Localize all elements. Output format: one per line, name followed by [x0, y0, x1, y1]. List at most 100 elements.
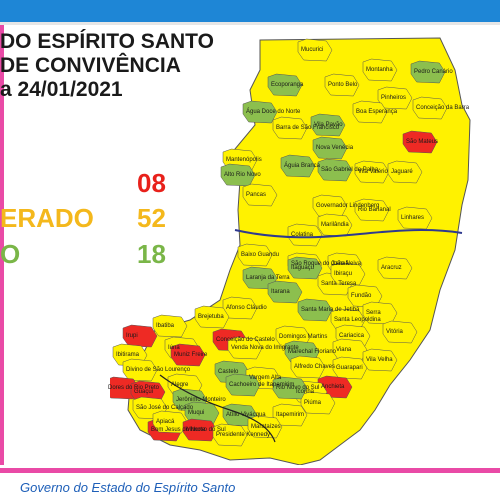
municipality-label: Mucurici [301, 47, 324, 53]
legend-count-low: 18 [137, 239, 166, 269]
municipality-label: Iúna [168, 345, 180, 351]
municipality-label: São Roque do Canaã [291, 261, 349, 267]
state-map: Mucurici Montanha Pedro Canário Ecoporanga P… [108, 30, 490, 465]
map-svg [110, 37, 471, 465]
municipality-pedro-canario [410, 60, 446, 84]
municipality-linhares [397, 206, 433, 230]
footer-credit: Governo do Estado do Espírito Santo [20, 480, 236, 495]
municipality-label: Marataízes [251, 424, 281, 430]
municipality-marilandia [317, 213, 353, 237]
municipality-aracruz [377, 256, 413, 280]
municipality-label: Pedro Canário [414, 69, 453, 75]
municipality-label: Água Doce do Norte [246, 109, 301, 115]
municipality-label: Rio Novo do Sul [276, 385, 320, 391]
map-regions [110, 38, 448, 447]
doce-river-line [234, 229, 463, 239]
municipality-muniz-freire [170, 343, 206, 367]
municipality-sao-gabriel-da-palha [317, 158, 353, 182]
municipality-label: Irupi [126, 333, 138, 339]
municipality-label: Vila Velha [366, 357, 393, 363]
municipality-label: Santa Leopoldina [334, 317, 381, 323]
municipality-label: João Neiva [331, 261, 362, 267]
municipality-label: Alegre [171, 382, 189, 388]
municipality-label: Barra de São Francisco [276, 125, 340, 131]
municipality-itarana [267, 280, 303, 304]
municipality-label: Ibitirama [116, 352, 140, 358]
municipality-label: Montanha [366, 67, 393, 73]
title-line-3: a 24/01/2021 [0, 78, 123, 101]
municipality-aguia-branca [280, 154, 316, 178]
municipality-label: Cariacica [339, 333, 365, 339]
municipality-label: Conceição do Castelo [216, 337, 275, 343]
left-accent-stripe [0, 25, 4, 465]
municipality-label: Iconha [296, 389, 315, 395]
municipality-serra [362, 301, 398, 325]
municipality-nova-venecia [312, 136, 348, 160]
municipality-label: Colatina [291, 232, 314, 238]
top-divider [0, 22, 500, 25]
municipality-ibiracu [330, 262, 366, 286]
municipality-pinheiros [377, 86, 413, 110]
municipality-montanha [362, 58, 398, 82]
municipality-label: Piúma [304, 400, 322, 406]
municipality-label: Vila Valério [358, 169, 388, 175]
municipality-label: Brejetuba [198, 314, 224, 320]
municipality-label: Boa Esperança [356, 109, 398, 115]
municipality-fundao [347, 284, 383, 308]
municipality-label: Serra [366, 310, 381, 316]
municipality-label: São José do Calçado [136, 405, 194, 411]
municipality-label: Vargem Alta [249, 375, 282, 381]
municipality-pancas [242, 183, 278, 207]
municipality-label: Santa Teresa [321, 281, 357, 287]
municipality-label: Águia Branca [284, 163, 321, 169]
municipality-label: Alto Rio Novo [224, 172, 261, 178]
municipality-mucurici [297, 38, 333, 62]
municipality-label: Pancas [246, 192, 267, 198]
municipality-label: Bom Jesus do Norte [151, 427, 206, 433]
municipality-label: Afonso Cláudio [226, 305, 267, 311]
municipality-label: Vitória [386, 329, 403, 335]
municipality-guarapari [332, 356, 368, 380]
municipality-label: São Mateus [406, 139, 439, 145]
municipality-label: Marechal Floriano [288, 349, 337, 355]
municipality-sao-mateus [402, 130, 438, 154]
legend-count-high: 08 [137, 168, 166, 198]
municipality-santa-maria-de-jetiba [297, 298, 333, 322]
municipality-label: Guaçuí [134, 389, 154, 395]
municipality-label: Santa Maria de Jetibá [301, 307, 360, 313]
municipality-baixo-guandu [237, 243, 273, 267]
municipality-muqui [184, 401, 220, 425]
municipality-venda-nova-do-imigrante [227, 336, 263, 360]
municipality-label: Jaguaré [391, 169, 413, 175]
municipality-vitoria [382, 320, 418, 344]
municipality-label: Venda Nova do Imigrante [231, 345, 299, 351]
municipality-ecoporanga [267, 73, 303, 97]
municipality-label: Mimoso do Sul [186, 427, 226, 433]
municipality-label: Vila Pavão [314, 122, 343, 128]
legend-label-moderate: ERADO [0, 203, 94, 233]
municipality-label: Governador Lindenberg [316, 203, 380, 209]
municipality-label: Nova Venécia [316, 145, 354, 151]
municipality-label: Ecoporanga [271, 82, 304, 88]
municipality-label: Itarana [271, 289, 290, 295]
municipality-label: Mantenópolis [226, 157, 262, 163]
municipality-label: Jerônimo Monteiro [176, 397, 226, 403]
municipality-label: Pinheiros [381, 95, 407, 101]
municipality-alto-rio-novo [220, 163, 256, 187]
title-line-1: DO ESPÍRITO SANTO [0, 30, 214, 53]
footer-stripe [0, 468, 500, 473]
municipality-irupi [122, 324, 158, 348]
municipality-conceicao-da-barra [412, 96, 448, 120]
municipality-label: Linhares [401, 215, 425, 221]
municipality-label: Itapemirim [276, 412, 305, 418]
legend-label-low: O [0, 239, 21, 269]
municipality-label: Atílio Vivácqua [226, 412, 266, 418]
municipality-vila-valerio [354, 160, 390, 184]
municipality-label: Divino de São Lourenço [126, 367, 191, 373]
legend-count-moderate: 52 [137, 203, 166, 233]
municipality-itaguacu [287, 256, 323, 280]
municipality-cachoeiro-de-itapemirim [225, 373, 261, 397]
municipality-label: Laranja da Terra [246, 275, 290, 281]
municipality-label: Fundão [351, 293, 372, 299]
municipality-label: Baixo Guandu [241, 252, 280, 258]
